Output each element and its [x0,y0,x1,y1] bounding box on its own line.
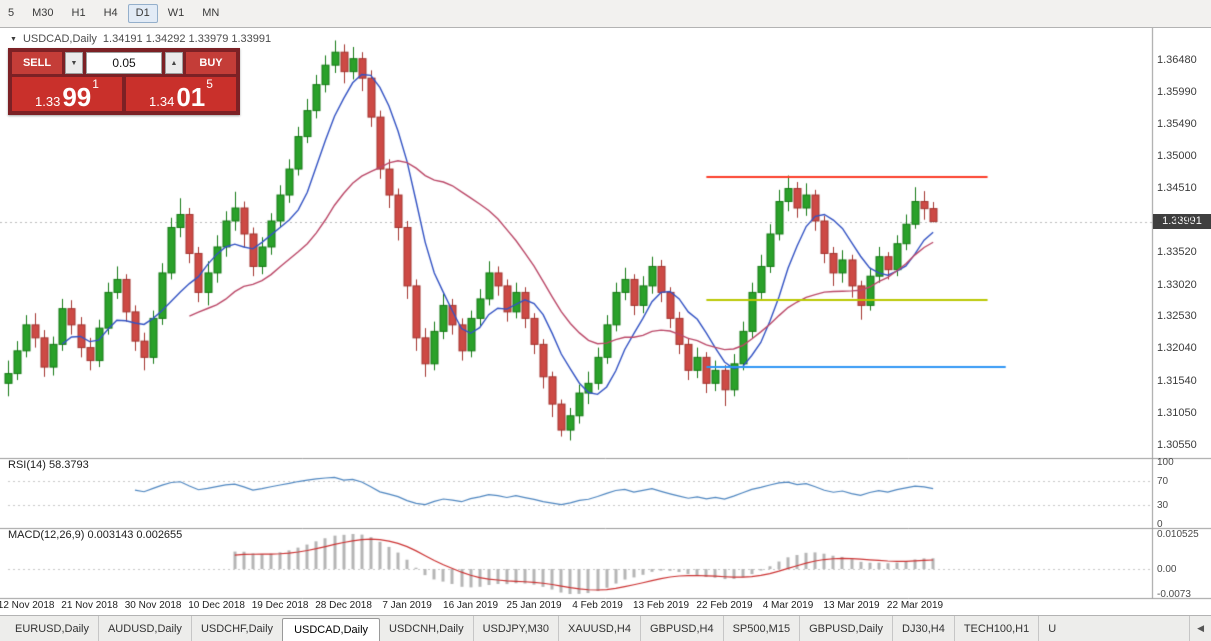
date-axis-label: 25 Jan 2019 [506,600,562,611]
price-tick-label: 1.35000 [1157,150,1197,163]
chart-symbol-label: USDCAD,Daily [22,33,97,45]
volume-input[interactable] [86,52,162,74]
chart-tab-audusd-daily[interactable]: AUDUSD,Daily [97,616,191,641]
chart-tab-sp500-m15[interactable]: SP500,M15 [722,616,799,641]
sell-button[interactable]: SELL [12,52,62,74]
date-axis-label: 21 Nov 2018 [61,600,118,611]
date-axis-label: 16 Jan 2019 [443,600,499,611]
timeframe-toolbar: 5 M30 H1 H4 D1 W1 MN [0,0,1211,28]
volume-up-button[interactable]: ▲ [165,52,183,74]
price-tick-label: 1.35490 [1157,118,1197,131]
date-axis-label: 4 Mar 2019 [762,600,814,611]
date-axis-label: 12 Nov 2018 [0,600,55,611]
chart-tab-dj30-h4[interactable]: DJ30,H4 [892,616,954,641]
rsi-level-label: 0 [1157,519,1163,530]
chart-tab-gbpusd-daily[interactable]: GBPUSD,Daily [799,616,892,641]
price-tick-label: 1.33520 [1157,246,1197,259]
timeframe-button-mn[interactable]: MN [202,7,220,19]
timeframe-button-h4[interactable]: H4 [103,7,118,19]
buy-price-prefix: 1.34 [149,94,175,109]
timeframe-button-w1[interactable]: W1 [167,7,185,19]
one-click-trade-panel: SELL ▼ ▲ BUY 1.33 99 1 1.34 01 5 [8,48,240,115]
price-tick-label: 1.32530 [1157,310,1197,323]
chart-tab-usdcnh-daily[interactable]: USDCNH,Daily [389,622,464,635]
price-tick-label: 1.34510 [1157,181,1197,194]
rsi-level-label: 100 [1157,457,1174,468]
chart-tab-u[interactable]: U [1038,616,1065,641]
buy-price-button[interactable]: 1.34 01 5 [126,77,236,111]
price-tick-label: 1.30550 [1157,439,1197,451]
chart-tab-usdchf-daily[interactable]: USDCHF,Daily [190,616,282,641]
sell-price-button[interactable]: 1.33 99 1 [12,77,122,111]
price-chart-canvas[interactable] [0,28,1211,615]
date-axis-label: 10 Dec 2018 [188,600,245,611]
macd-indicator-label: MACD(12,26,9) 0.003143 0.002655 [8,529,183,541]
chart-ohlc-values: 1.34191 1.34292 1.33979 1.33991 [102,33,272,45]
macd-level-label: -0.0073 [1157,589,1191,600]
macd-level-label: 0.010525 [1157,529,1199,540]
timeframe-button-d1[interactable]: D1 [127,4,158,23]
date-axis-label: 7 Jan 2019 [382,600,432,611]
chart-tab-tech100-h1[interactable]: TECH100,H1 [953,616,1038,641]
rsi-level-label: 70 [1157,475,1169,487]
chart-title: ▼ USDCAD,Daily 1.34191 1.34292 1.33979 1… [10,33,271,45]
rsi-indicator-label: RSI(14) 58.3793 [8,459,89,471]
date-axis-label: 13 Mar 2019 [823,600,880,611]
date-axis-label: 22 Feb 2019 [696,600,753,611]
timeframe-button-h1[interactable]: H1 [71,7,86,19]
chart-tab-bar: EURUSD,Daily AUDUSD,Daily USDCHF,Daily USDC… [0,615,1211,641]
buy-price-point: 5 [206,77,213,91]
date-axis-label: 13 Feb 2019 [632,600,690,611]
price-tick-label: 1.33020 [1157,278,1197,291]
rsi-level-label: 30 [1157,500,1169,512]
chart-window: ▼ USDCAD,Daily 1.34191 1.34292 1.33979 1… [0,28,1211,615]
chart-tab-usdjpy-m30[interactable]: USDJPY,M30 [472,616,558,641]
sell-price-prefix: 1.33 [35,94,61,109]
tab-scroll-left-button[interactable]: ◀ [1189,616,1211,641]
date-axis-label: 28 Dec 2018 [315,600,372,611]
buy-price-pips: 01 [176,81,206,112]
chart-tab-xauusd-h4[interactable]: XAUUSD,H4 [558,616,640,641]
chart-marker-icon: ▼ [10,35,17,43]
current-price-badge: 1.33991 [1153,213,1211,229]
price-tick-label: 1.31050 [1157,406,1197,419]
chevron-up-icon: ▲ [170,59,178,67]
sell-price-point: 1 [92,77,99,91]
price-tick-label: 1.34010 [1157,214,1197,227]
price-tick-label: 1.31540 [1157,374,1197,387]
volume-down-button[interactable]: ▼ [65,52,83,74]
macd-level-label: 0.00 [1157,564,1177,576]
buy-button[interactable]: BUY [186,52,236,74]
price-tick-label: 1.36480 [1157,53,1197,66]
date-axis-label: 19 Dec 2018 [251,600,309,611]
price-tick-label: 1.35990 [1157,85,1197,98]
date-axis-label: 22 Mar 2019 [886,600,944,611]
chart-tab-gbpusd-h4[interactable]: GBPUSD,H4 [640,616,723,641]
date-axis-label: 4 Feb 2019 [572,600,623,611]
chart-tab-eurusd-daily[interactable]: EURUSD,Daily [15,622,89,635]
timeframe-button-5[interactable]: 5 [8,7,15,19]
sell-price-pips: 99 [62,81,92,112]
chart-tab-usdcad-daily[interactable]: USDCAD,Daily [282,618,381,641]
timeframe-button-m30[interactable]: M30 [32,7,54,19]
price-tick-label: 1.32040 [1157,342,1197,355]
date-axis-label: 30 Nov 2018 [124,600,182,611]
chevron-down-icon: ▼ [70,59,78,67]
